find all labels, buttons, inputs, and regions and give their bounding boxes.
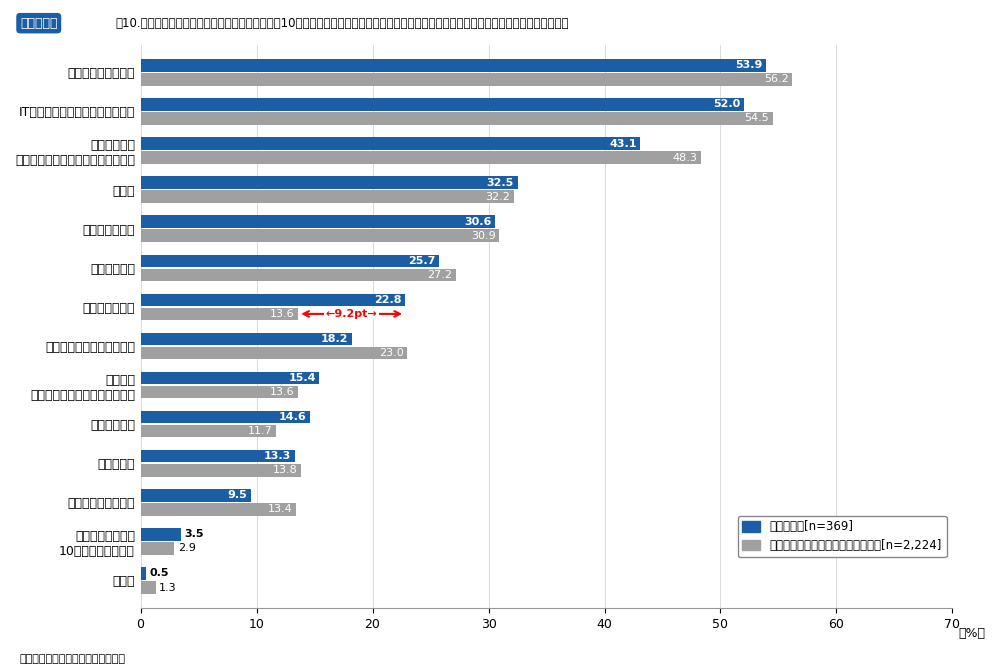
Bar xyxy=(141,151,701,164)
Bar xyxy=(141,542,174,555)
Text: 22.8: 22.8 xyxy=(374,295,402,305)
Bar xyxy=(141,503,296,516)
Bar xyxy=(141,411,310,424)
Bar xyxy=(141,269,456,281)
Bar xyxy=(141,73,792,85)
Text: 1.3: 1.3 xyxy=(159,582,177,592)
Bar xyxy=(141,98,744,111)
Text: 0.5: 0.5 xyxy=(150,568,169,578)
Bar xyxy=(141,293,405,306)
Text: 54.5: 54.5 xyxy=(744,113,769,123)
Bar xyxy=(141,176,518,189)
Bar xyxy=(141,59,766,71)
Text: 13.4: 13.4 xyxy=(268,504,292,514)
Text: 13.6: 13.6 xyxy=(270,387,295,397)
Text: 43.1: 43.1 xyxy=(609,139,637,149)
Text: 3.5: 3.5 xyxy=(185,530,204,540)
Text: 52.0: 52.0 xyxy=(713,99,740,109)
Bar xyxy=(141,581,156,594)
Bar xyxy=(141,307,298,320)
Text: 27.2: 27.2 xyxy=(428,270,453,280)
Text: 32.2: 32.2 xyxy=(486,191,511,201)
Bar xyxy=(141,112,773,125)
Bar xyxy=(141,489,251,502)
Text: 13.8: 13.8 xyxy=(272,466,297,476)
Bar xyxy=(141,386,298,398)
Text: 30.9: 30.9 xyxy=(471,231,495,241)
Text: 23.0: 23.0 xyxy=(379,348,404,358)
Text: 13.3: 13.3 xyxy=(264,451,291,461)
Text: 図10.一般社員に期待されるスキルや知識のうち、10年前に比べて「特に重視されるようになってきた」と思うものを全て選んでください。: 図10.一般社員に期待されるスキルや知識のうち、10年前に比べて「特に重視される… xyxy=(115,17,568,29)
Bar xyxy=(141,215,495,228)
Bar xyxy=(141,229,499,242)
Bar xyxy=(141,567,146,580)
Text: 32.5: 32.5 xyxy=(487,177,514,187)
Text: 株式会社ラーニングエージェンシー: 株式会社ラーニングエージェンシー xyxy=(20,654,126,664)
Bar xyxy=(141,333,352,346)
Bar xyxy=(141,347,407,360)
Text: 48.3: 48.3 xyxy=(672,153,697,163)
Text: 14.6: 14.6 xyxy=(279,412,306,422)
Bar xyxy=(141,190,514,203)
Text: 56.2: 56.2 xyxy=(764,75,789,85)
Text: 53.9: 53.9 xyxy=(735,60,762,70)
Text: （%）: （%） xyxy=(958,628,985,640)
Text: 13.6: 13.6 xyxy=(270,309,295,319)
Bar xyxy=(141,372,319,384)
Bar xyxy=(141,464,301,476)
Bar xyxy=(141,255,439,267)
Text: 卸・小売業: 卸・小売業 xyxy=(20,17,58,29)
Text: 2.9: 2.9 xyxy=(178,544,196,554)
Text: 18.2: 18.2 xyxy=(321,334,348,344)
Text: 30.6: 30.6 xyxy=(465,217,492,227)
Legend: 卸・小売業[n=369], 他業種（卸・小売業以外の全業種）[n=2,224]: 卸・小売業[n=369], 他業種（卸・小売業以外の全業種）[n=2,224] xyxy=(738,516,947,557)
Text: 11.7: 11.7 xyxy=(248,426,273,436)
Bar xyxy=(141,528,181,540)
Bar xyxy=(141,450,295,462)
Text: 15.4: 15.4 xyxy=(288,373,316,383)
Bar xyxy=(141,425,276,438)
Text: 9.5: 9.5 xyxy=(228,490,247,500)
Bar xyxy=(141,137,640,150)
Text: 25.7: 25.7 xyxy=(408,255,435,265)
Text: ←9.2pt→: ←9.2pt→ xyxy=(326,309,378,319)
